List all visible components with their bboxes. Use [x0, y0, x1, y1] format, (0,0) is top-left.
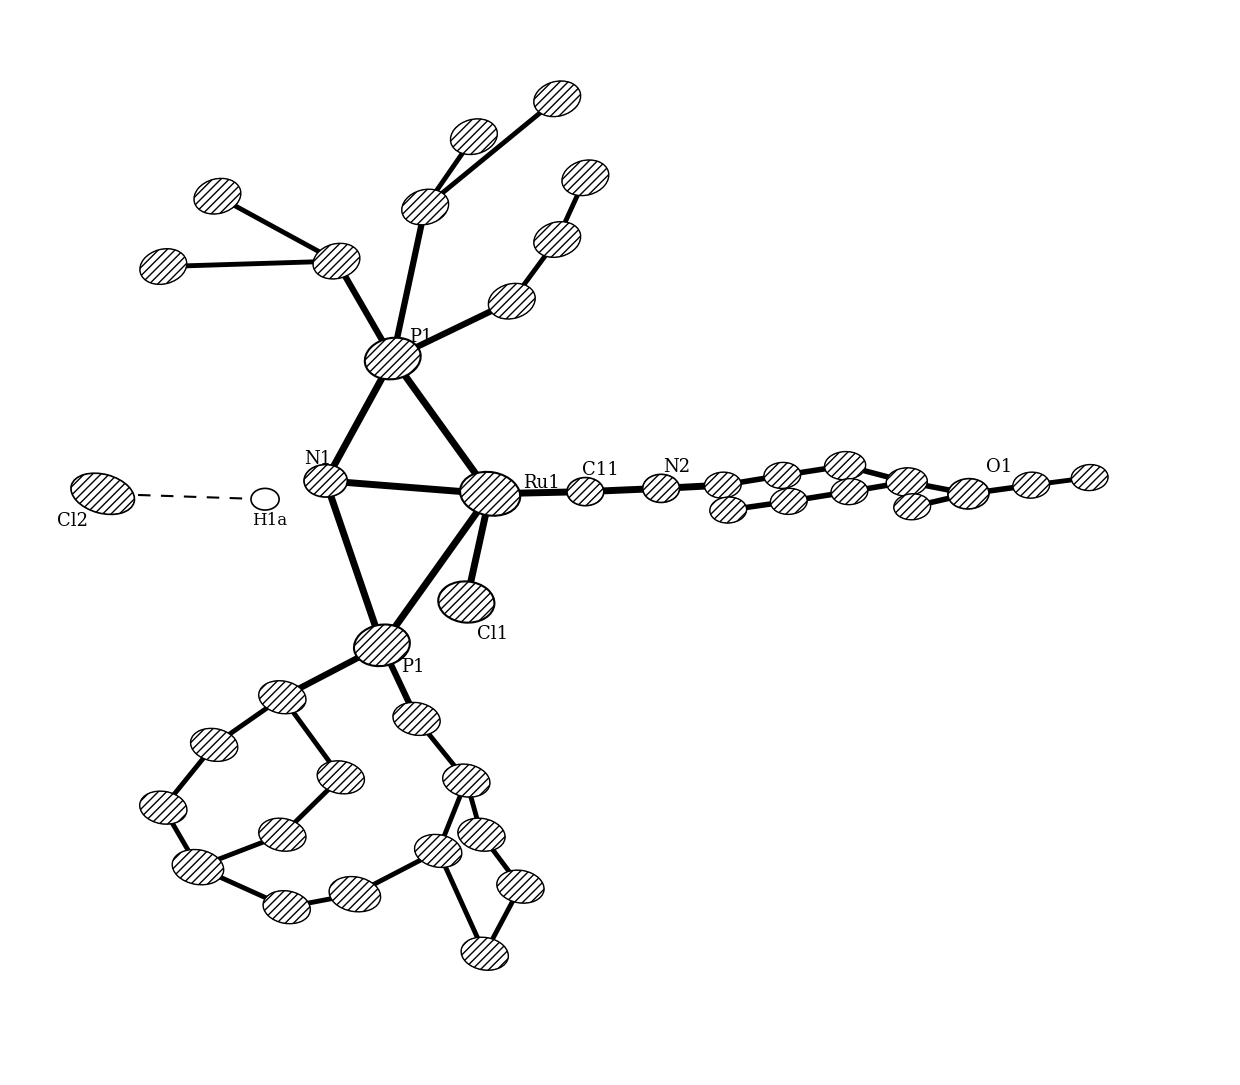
Text: C11: C11 [582, 461, 619, 478]
Ellipse shape [709, 497, 746, 523]
Ellipse shape [887, 468, 928, 496]
Ellipse shape [259, 680, 306, 714]
Ellipse shape [894, 494, 930, 520]
Ellipse shape [438, 582, 495, 623]
Ellipse shape [353, 625, 410, 666]
Ellipse shape [533, 81, 580, 116]
Ellipse shape [764, 462, 801, 488]
Ellipse shape [414, 834, 461, 867]
Ellipse shape [460, 472, 521, 515]
Ellipse shape [533, 221, 580, 257]
Text: P1: P1 [402, 658, 425, 676]
Ellipse shape [704, 472, 742, 498]
Ellipse shape [562, 159, 609, 195]
Ellipse shape [1013, 472, 1049, 498]
Ellipse shape [497, 870, 544, 903]
Text: O1: O1 [986, 458, 1012, 475]
Ellipse shape [365, 337, 420, 380]
Ellipse shape [263, 891, 310, 923]
Ellipse shape [770, 488, 807, 514]
Ellipse shape [140, 248, 187, 284]
Ellipse shape [193, 178, 241, 214]
Ellipse shape [191, 728, 238, 762]
Ellipse shape [312, 243, 360, 279]
Ellipse shape [250, 488, 279, 510]
Text: N2: N2 [663, 458, 691, 475]
Ellipse shape [304, 464, 347, 497]
Ellipse shape [450, 119, 497, 154]
Ellipse shape [402, 189, 449, 225]
Ellipse shape [461, 937, 508, 970]
Ellipse shape [329, 877, 381, 911]
Ellipse shape [172, 850, 223, 884]
Ellipse shape [831, 478, 868, 505]
Ellipse shape [443, 764, 490, 797]
Text: Cl2: Cl2 [57, 512, 88, 529]
Text: N1: N1 [304, 450, 331, 468]
Ellipse shape [140, 791, 187, 825]
Ellipse shape [947, 478, 990, 509]
Ellipse shape [458, 818, 505, 852]
Text: P1: P1 [409, 328, 433, 346]
Ellipse shape [259, 818, 306, 852]
Ellipse shape [825, 451, 866, 480]
Text: Ru1: Ru1 [522, 474, 559, 492]
Ellipse shape [567, 477, 604, 506]
Ellipse shape [642, 474, 680, 502]
Text: Cl1: Cl1 [477, 625, 508, 643]
Ellipse shape [1071, 464, 1109, 490]
Text: H1a: H1a [252, 512, 288, 529]
Ellipse shape [71, 473, 134, 514]
Ellipse shape [317, 761, 365, 794]
Ellipse shape [393, 702, 440, 736]
Ellipse shape [489, 283, 536, 319]
